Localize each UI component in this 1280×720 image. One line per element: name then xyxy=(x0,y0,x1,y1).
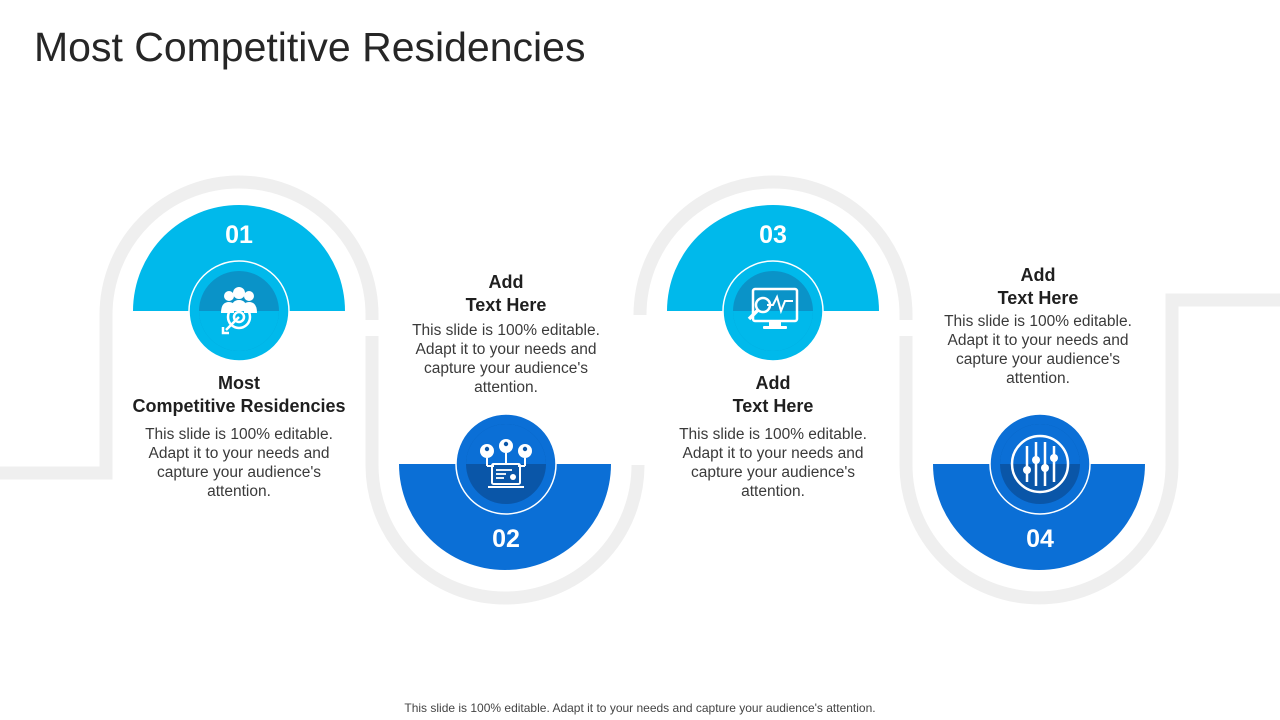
step-2-title: Add Text Here xyxy=(386,271,626,317)
step-4-icon-inner-upper xyxy=(1000,424,1080,464)
sliders-icon xyxy=(1000,424,1080,504)
page-title: Most Competitive Residencies xyxy=(34,24,586,70)
step-4-number: 04 xyxy=(1026,525,1054,553)
step-2-title-line1: Add xyxy=(488,272,524,292)
step-2-number: 02 xyxy=(492,525,520,553)
footer-note: This slide is 100% editable. Adapt it to… xyxy=(404,701,876,715)
step-1-number: 01 xyxy=(225,221,253,249)
step-4-title: Add Text Here xyxy=(918,264,1158,310)
step-3-title: Add Text Here xyxy=(653,372,893,418)
connector-track xyxy=(0,175,1280,605)
step-1-semicircle xyxy=(133,205,345,311)
step-3-title-line2: Text Here xyxy=(732,396,814,416)
step-3-description: This slide is 100% editable. Adapt it to… xyxy=(679,426,867,500)
step-3-semicircle xyxy=(667,205,879,311)
step-2-semicircle xyxy=(399,464,611,570)
step-1-title: Most Competitive Residencies xyxy=(119,372,359,418)
step-2-title-line2: Text Here xyxy=(465,295,547,315)
step-1-title-line2: Competitive Residencies xyxy=(132,396,346,416)
network-laptop-icon xyxy=(466,424,546,504)
step-3-number: 03 xyxy=(759,221,787,249)
step-1-title-line1: Most xyxy=(218,373,260,393)
step-4-title-line1: Add xyxy=(1020,265,1056,285)
step-4-title-line2: Text Here xyxy=(997,288,1079,308)
team-target-icon xyxy=(199,271,279,351)
step-4-description: This slide is 100% editable. Adapt it to… xyxy=(944,313,1132,387)
monitor-analytics-icon xyxy=(733,271,813,351)
step-4-semicircle xyxy=(933,464,1145,570)
step-1-description: This slide is 100% editable. Adapt it to… xyxy=(145,426,333,500)
step-1-icon-inner-lower xyxy=(199,311,279,351)
step-3-title-line1: Add xyxy=(755,373,791,393)
step-2-description: This slide is 100% editable. Adapt it to… xyxy=(412,322,600,396)
